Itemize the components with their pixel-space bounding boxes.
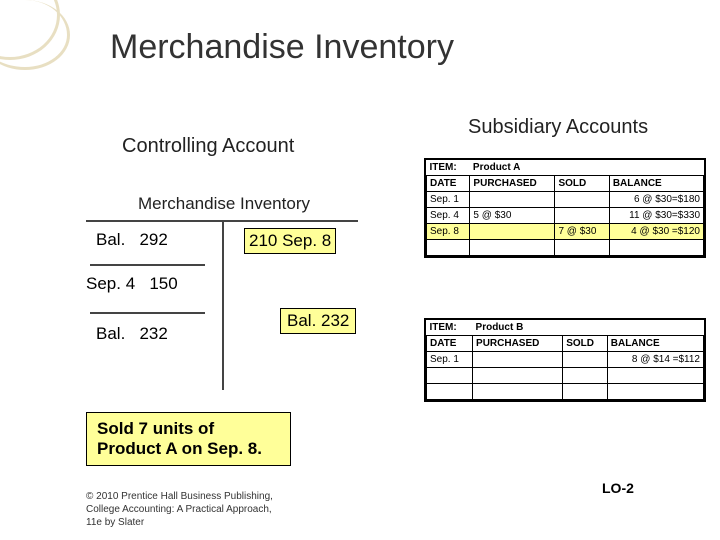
item-label: ITEM: xyxy=(427,160,470,176)
subsidiary-heading: Subsidiary Accounts xyxy=(468,116,648,139)
cell: 7 @ $30 xyxy=(555,224,609,240)
table-row: Sep. 1 6 @ $30=$180 xyxy=(427,192,704,208)
product-b-table: ITEM:Product B DATE PURCHASED SOLD BALAN… xyxy=(424,318,706,402)
cell: Sep. 8 xyxy=(427,224,470,240)
cell xyxy=(470,224,555,240)
table-row: Sep. 1 8 @ $14 =$112 xyxy=(427,352,704,368)
item-name: Product A xyxy=(470,160,704,176)
t-bal-top: Bal. 292 xyxy=(96,230,168,250)
item-label: ITEM: xyxy=(427,320,473,336)
controlling-heading: Controlling Account xyxy=(122,135,294,158)
cell xyxy=(555,208,609,224)
cell: 8 @ $14 =$112 xyxy=(607,352,703,368)
col-purchased: PURCHASED xyxy=(473,336,563,352)
table-row: Sep. 4 5 @ $30 11 @ $30=$330 xyxy=(427,208,704,224)
learning-objective: LO-2 xyxy=(602,480,634,496)
t-right-entry: 210 Sep. 8 xyxy=(244,228,336,254)
cell: Sep. 1 xyxy=(427,192,470,208)
cell xyxy=(563,352,608,368)
copyright: © 2010 Prentice Hall Business Publishing… xyxy=(86,490,276,529)
table-row xyxy=(427,240,704,256)
col-date: DATE xyxy=(427,336,473,352)
table-row xyxy=(427,368,704,384)
item-name: Product B xyxy=(473,320,704,336)
cell: 6 @ $30=$180 xyxy=(609,192,703,208)
col-purchased: PURCHASED xyxy=(470,176,555,192)
bal232-note: Bal. 232 xyxy=(280,308,356,334)
col-balance: BALANCE xyxy=(609,176,703,192)
cell: Sep. 1 xyxy=(427,352,473,368)
col-sold: SOLD xyxy=(555,176,609,192)
slide-title: Merchandise Inventory xyxy=(110,28,454,67)
product-a-table: ITEM:Product A DATE PURCHASED SOLD BALAN… xyxy=(424,158,706,258)
cell xyxy=(473,352,563,368)
controlling-label: Merchandise Inventory xyxy=(138,194,310,214)
cell: Sep. 4 xyxy=(427,208,470,224)
cell: 4 @ $30 =$120 xyxy=(609,224,703,240)
t-account: Bal. 292 210 Sep. 8 Sep. 4 150 Bal. 232 xyxy=(86,216,358,396)
table-row xyxy=(427,384,704,400)
t-bal-bottom: Bal. 232 xyxy=(96,324,168,344)
cell: 5 @ $30 xyxy=(470,208,555,224)
cell xyxy=(470,192,555,208)
sold-note: Sold 7 units of Product A on Sep. 8. xyxy=(86,412,291,466)
col-date: DATE xyxy=(427,176,470,192)
t-sep4: Sep. 4 150 xyxy=(86,274,178,294)
cell: 11 @ $30=$330 xyxy=(609,208,703,224)
col-balance: BALANCE xyxy=(607,336,703,352)
table-row-highlighted: Sep. 8 7 @ $30 4 @ $30 =$120 xyxy=(427,224,704,240)
col-sold: SOLD xyxy=(563,336,608,352)
cell xyxy=(555,192,609,208)
